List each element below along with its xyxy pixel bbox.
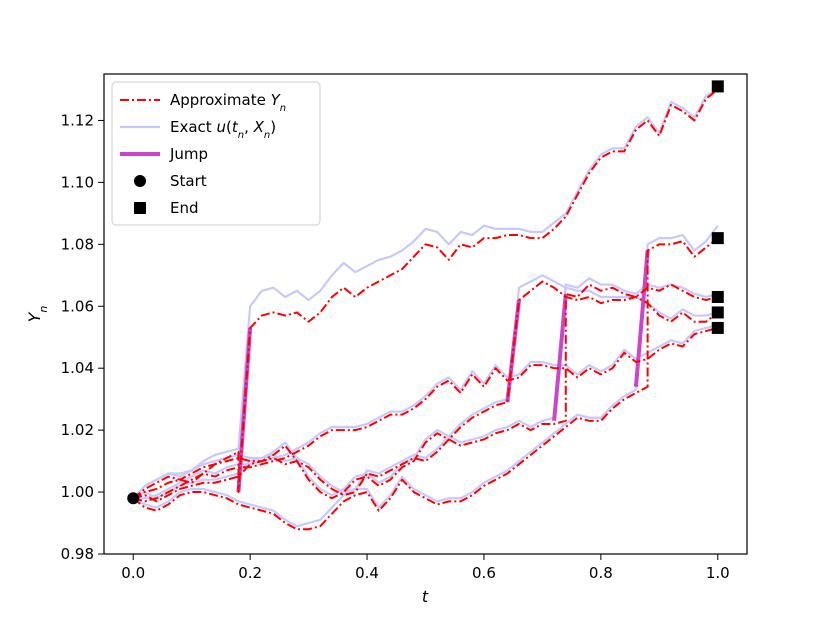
exact-line-4 (132, 225, 719, 528)
axis-ticks: 0.0 0.2 0.4 0.6 0.8 1.0 0.98 1.00 1.02 1.04 1.06 1.… (61, 111, 730, 582)
y-tick-label: 1.08 (61, 235, 94, 253)
jump-line-3-0 (552, 293, 568, 422)
jump-line-2-0 (505, 299, 522, 403)
end-marker-2 (711, 306, 724, 319)
legend-entry-circle: Start (134, 172, 207, 190)
approx-line-1 (132, 326, 719, 503)
y-tick-label: 1.04 (61, 359, 94, 377)
end-marker-3 (711, 290, 724, 303)
x-tick-label: 0.8 (589, 564, 613, 582)
y-tick-label: 1.02 (61, 421, 94, 439)
x-tick-label: 0.4 (355, 564, 379, 582)
y-tick-label: 1.00 (61, 483, 94, 501)
plot-area (127, 80, 724, 531)
legend-label: Start (170, 172, 207, 190)
end-marker-1 (711, 321, 724, 334)
legend-entry-square: End (134, 199, 199, 217)
x-tick-label: 0.6 (472, 564, 496, 582)
exact-line-1 (133, 323, 719, 500)
end-marker-0 (711, 80, 724, 93)
y-tick-label: 1.06 (61, 297, 94, 315)
legend-box (111, 81, 321, 226)
x-tick-label: 0.2 (238, 564, 262, 582)
end-marker-4 (711, 232, 724, 245)
y-tick-label: 0.98 (61, 545, 94, 563)
legend-handle-start (134, 175, 146, 187)
legend-label: End (170, 199, 199, 217)
approx-line-3 (132, 283, 719, 503)
legend-label: Approximate Yn (170, 91, 286, 114)
start-marker (127, 492, 140, 505)
axes-frame (103, 73, 748, 555)
exact-line-0 (132, 88, 719, 500)
x-axis-label: t (422, 587, 429, 606)
y-axis-label: Yn (25, 306, 50, 323)
x-tick-label: 1.0 (706, 564, 730, 582)
legend: Approximate Yn Exact u(tn, Xn) Jump Start En… (111, 81, 321, 226)
approx-line-2 (132, 280, 719, 500)
approx-line-0 (132, 88, 719, 500)
approx-line-4 (132, 237, 719, 531)
x-tick-label: 0.0 (121, 564, 145, 582)
legend-entry-thick: Jump (120, 145, 208, 163)
legend-label: Jump (169, 145, 208, 163)
legend-entry-dashdot: Approximate Yn (120, 91, 286, 114)
y-tick-label: 1.12 (61, 111, 94, 129)
y-axis-label-subscript: n (37, 306, 50, 313)
y-axis-label-text: Y (25, 311, 44, 322)
exact-line-3 (132, 277, 719, 500)
legend-entry-solid: Exact u(tn, Xn) (120, 118, 276, 141)
legend-handle-end (134, 202, 146, 214)
jump-line-4-0 (633, 250, 650, 387)
y-tick-label: 1.10 (61, 173, 94, 191)
legend-label: Exact u(tn, Xn) (170, 118, 276, 141)
